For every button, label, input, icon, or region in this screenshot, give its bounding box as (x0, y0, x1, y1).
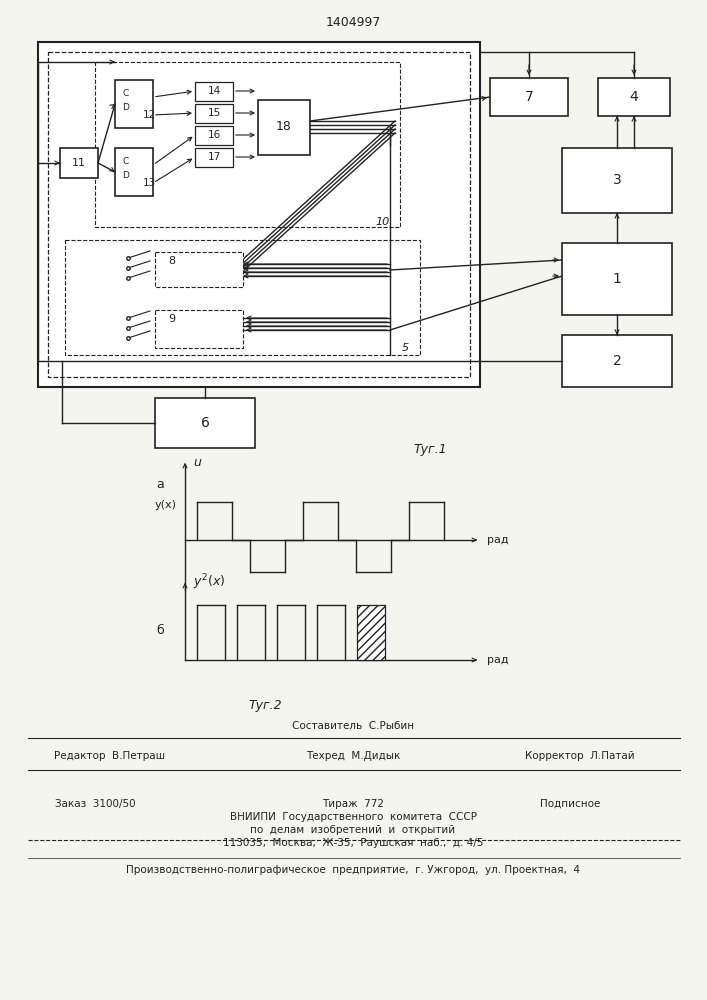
Text: Τуг.2: Τуг.2 (248, 698, 282, 712)
Bar (155, 252, 243, 287)
Text: 4: 4 (630, 90, 638, 104)
Text: 16: 16 (207, 130, 221, 140)
Bar (258, 100, 310, 155)
Text: D: D (122, 170, 129, 180)
Text: y(x): y(x) (155, 500, 177, 510)
Bar (195, 126, 233, 145)
Bar (562, 243, 672, 315)
Bar (48, 52, 470, 377)
Text: D: D (122, 103, 129, 111)
Text: 12: 12 (143, 110, 156, 120)
Text: 6: 6 (201, 416, 209, 430)
Text: б: б (156, 624, 164, 637)
Text: Подписное: Подписное (540, 799, 600, 809)
Bar (195, 148, 233, 167)
Text: 1404997: 1404997 (325, 15, 380, 28)
Text: Τуг.1: Τуг.1 (413, 444, 447, 456)
Bar (562, 335, 672, 387)
Text: 11: 11 (72, 158, 86, 168)
Bar (195, 82, 233, 101)
Text: 13: 13 (143, 178, 156, 188)
Text: ВНИИПИ  Государственного  комитета  СССР: ВНИИПИ Государственного комитета СССР (230, 812, 477, 822)
Text: 18: 18 (276, 120, 292, 133)
Bar (115, 148, 153, 196)
Text: 7: 7 (525, 90, 533, 104)
Bar (95, 62, 400, 227)
Bar (155, 310, 243, 348)
Text: 17: 17 (207, 152, 221, 162)
Bar (115, 80, 153, 128)
Text: Тираж  772: Тираж 772 (322, 799, 384, 809)
Text: а: а (156, 479, 164, 491)
Text: 5: 5 (402, 343, 409, 353)
Text: 15: 15 (207, 108, 221, 118)
Bar (562, 148, 672, 213)
Bar (490, 78, 568, 116)
Bar (195, 104, 233, 123)
Text: Редактор  В.Петраш: Редактор В.Петраш (54, 751, 165, 761)
Bar (60, 148, 98, 178)
Text: C: C (123, 156, 129, 165)
Bar (155, 398, 255, 448)
Text: рад: рад (487, 655, 508, 665)
Text: $y^2(x)$: $y^2(x)$ (193, 572, 226, 592)
Text: 1: 1 (612, 272, 621, 286)
Text: Составитель  С.Рыбин: Составитель С.Рыбин (292, 721, 414, 731)
Bar (598, 78, 670, 116)
Text: Корректор  Л.Патай: Корректор Л.Патай (525, 751, 635, 761)
Text: C: C (123, 89, 129, 98)
Text: 113035,  Москва,  Ж-35,  Раушская  наб.,  д. 4/5: 113035, Москва, Ж-35, Раушская наб., д. … (223, 838, 483, 848)
Text: 3: 3 (613, 173, 621, 187)
Text: рад: рад (487, 535, 508, 545)
Bar (65, 240, 420, 355)
Bar (357, 605, 385, 660)
Text: 8: 8 (168, 256, 175, 266)
Text: 2: 2 (613, 354, 621, 368)
Text: Производственно-полиграфическое  предприятие,  г. Ужгород,  ул. Проектная,  4: Производственно-полиграфическое предприя… (126, 865, 580, 875)
Bar (38, 42, 480, 387)
Text: u: u (193, 456, 201, 468)
Text: Техред  М.Дидык: Техред М.Дидык (306, 751, 400, 761)
Text: по  делам  изобретений  и  открытий: по делам изобретений и открытий (250, 825, 455, 835)
Text: 14: 14 (207, 87, 221, 97)
Text: 9: 9 (168, 314, 175, 324)
Text: 10: 10 (375, 217, 390, 227)
Text: Заказ  3100/50: Заказ 3100/50 (54, 799, 135, 809)
